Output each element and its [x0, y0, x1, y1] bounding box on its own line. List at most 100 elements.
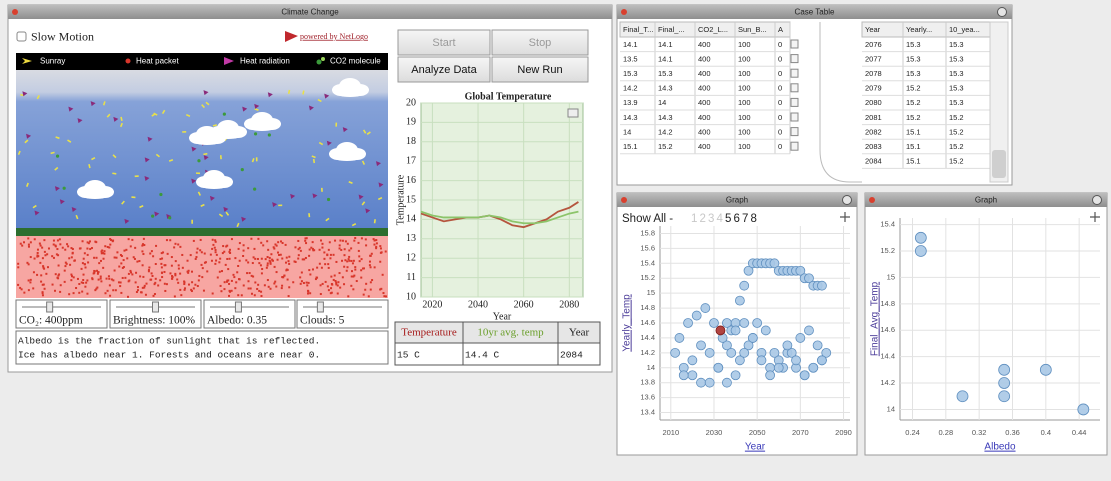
- heat-packet: [334, 275, 336, 277]
- heat-packet: [169, 239, 171, 241]
- heat-packet: [46, 253, 48, 255]
- table-cell: 400: [698, 40, 711, 49]
- heat-packet: [91, 247, 93, 249]
- slider-label: Albedo: 0.35: [207, 315, 267, 327]
- table-cell: 100: [738, 142, 751, 151]
- run-number[interactable]: 7: [742, 213, 748, 225]
- sunray: [375, 219, 376, 223]
- window-title: Climate Change: [281, 8, 339, 17]
- heat-packet: [116, 251, 118, 253]
- sunray: [314, 159, 315, 163]
- scrollbar-thumb[interactable]: [992, 150, 1006, 178]
- zoom-icon: [568, 109, 578, 117]
- heat-packet: [134, 258, 136, 260]
- heat-packet: [42, 294, 44, 296]
- heat-packet: [174, 274, 176, 276]
- x-axis-label[interactable]: Year: [745, 442, 766, 453]
- slider-thumb: [153, 302, 159, 312]
- data-point: [697, 341, 706, 350]
- heat-packet: [356, 280, 358, 282]
- heat-packet: [223, 251, 225, 253]
- heat-packet: [364, 289, 366, 291]
- heat-packet: [313, 249, 315, 251]
- row-toggle[interactable]: [791, 69, 798, 77]
- heat-packet: [218, 261, 220, 263]
- heat-packet: [26, 262, 28, 264]
- sunray: [89, 164, 90, 168]
- heat-packet: [177, 243, 179, 245]
- heat-packet: [346, 270, 348, 272]
- heat-packet: [361, 237, 363, 239]
- heat-packet: [40, 245, 42, 247]
- heat-packet: [237, 294, 239, 296]
- heat-packet: [144, 285, 146, 287]
- run-number[interactable]: 8: [751, 213, 757, 225]
- row-toggle[interactable]: [791, 142, 798, 150]
- show-all[interactable]: Show All -: [622, 213, 673, 225]
- collapse-button[interactable]: [1093, 196, 1102, 205]
- heat-packet: [229, 290, 231, 292]
- heat-packet: [123, 259, 125, 261]
- heat-packet: [343, 266, 345, 268]
- row-toggle[interactable]: [791, 113, 798, 121]
- heat-packet: [21, 245, 23, 247]
- co2-molecule: [56, 155, 59, 158]
- y-axis-label[interactable]: Final_Avg_Temp: [870, 281, 881, 356]
- heat-packet: [55, 273, 57, 275]
- heat-packet: [108, 275, 110, 277]
- row-toggle[interactable]: [791, 55, 798, 63]
- row-toggle[interactable]: [791, 84, 798, 92]
- row-toggle[interactable]: [791, 98, 798, 106]
- heat-packet: [335, 261, 337, 263]
- heat-packet: [305, 257, 307, 259]
- button-label: Start: [432, 37, 455, 49]
- close-button[interactable]: [869, 197, 875, 203]
- heat-packet: [249, 272, 251, 274]
- table-cell: 15.2: [949, 127, 964, 136]
- close-button[interactable]: [12, 9, 18, 15]
- table-cell: 0: [778, 40, 782, 49]
- checkbox[interactable]: [17, 32, 26, 41]
- heat-packet: [45, 273, 47, 275]
- heat-packet: [190, 254, 192, 256]
- x-axis-label[interactable]: Albedo: [984, 442, 1016, 453]
- heat-packet: [96, 257, 98, 259]
- sky: [16, 70, 388, 228]
- table-cell: 14.2: [623, 84, 638, 93]
- netlogo-link[interactable]: powered by NetLogo: [300, 32, 368, 41]
- x-tick-label: 2060: [514, 299, 534, 310]
- run-number[interactable]: 4: [717, 213, 724, 225]
- heat-packet: [307, 290, 309, 292]
- collapse-button[interactable]: [843, 196, 852, 205]
- run-number[interactable]: 1: [691, 213, 697, 225]
- heat-packet: [287, 269, 289, 271]
- heat-packet: [82, 279, 84, 281]
- data-point: [688, 371, 697, 380]
- heat-packet: [174, 295, 176, 297]
- window-title: Case Table: [795, 8, 835, 17]
- row-toggle[interactable]: [791, 40, 798, 48]
- heat-packet: [251, 293, 253, 295]
- row-toggle[interactable]: [791, 128, 798, 136]
- legend-icon: [317, 60, 322, 65]
- run-number[interactable]: 3: [708, 213, 714, 225]
- run-number[interactable]: 6: [734, 213, 740, 225]
- heat-packet: [235, 281, 237, 283]
- heat-packet: [273, 248, 275, 250]
- heat-packet: [227, 268, 229, 270]
- heat-packet: [353, 260, 355, 262]
- run-number[interactable]: 5: [725, 213, 731, 225]
- y-axis-label[interactable]: Yearly_Temp: [622, 294, 633, 352]
- heat-packet: [327, 263, 329, 265]
- run-number[interactable]: 2: [700, 213, 706, 225]
- heat-packet: [385, 295, 387, 297]
- co2-molecule: [268, 133, 271, 136]
- heat-packet: [274, 281, 276, 283]
- close-button[interactable]: [621, 197, 627, 203]
- close-button[interactable]: [621, 9, 627, 15]
- heat-packet: [130, 271, 132, 273]
- collapse-button[interactable]: [998, 8, 1007, 17]
- heat-packet: [197, 285, 199, 287]
- heat-packet: [87, 261, 89, 263]
- table-cell: 15.2: [949, 113, 964, 122]
